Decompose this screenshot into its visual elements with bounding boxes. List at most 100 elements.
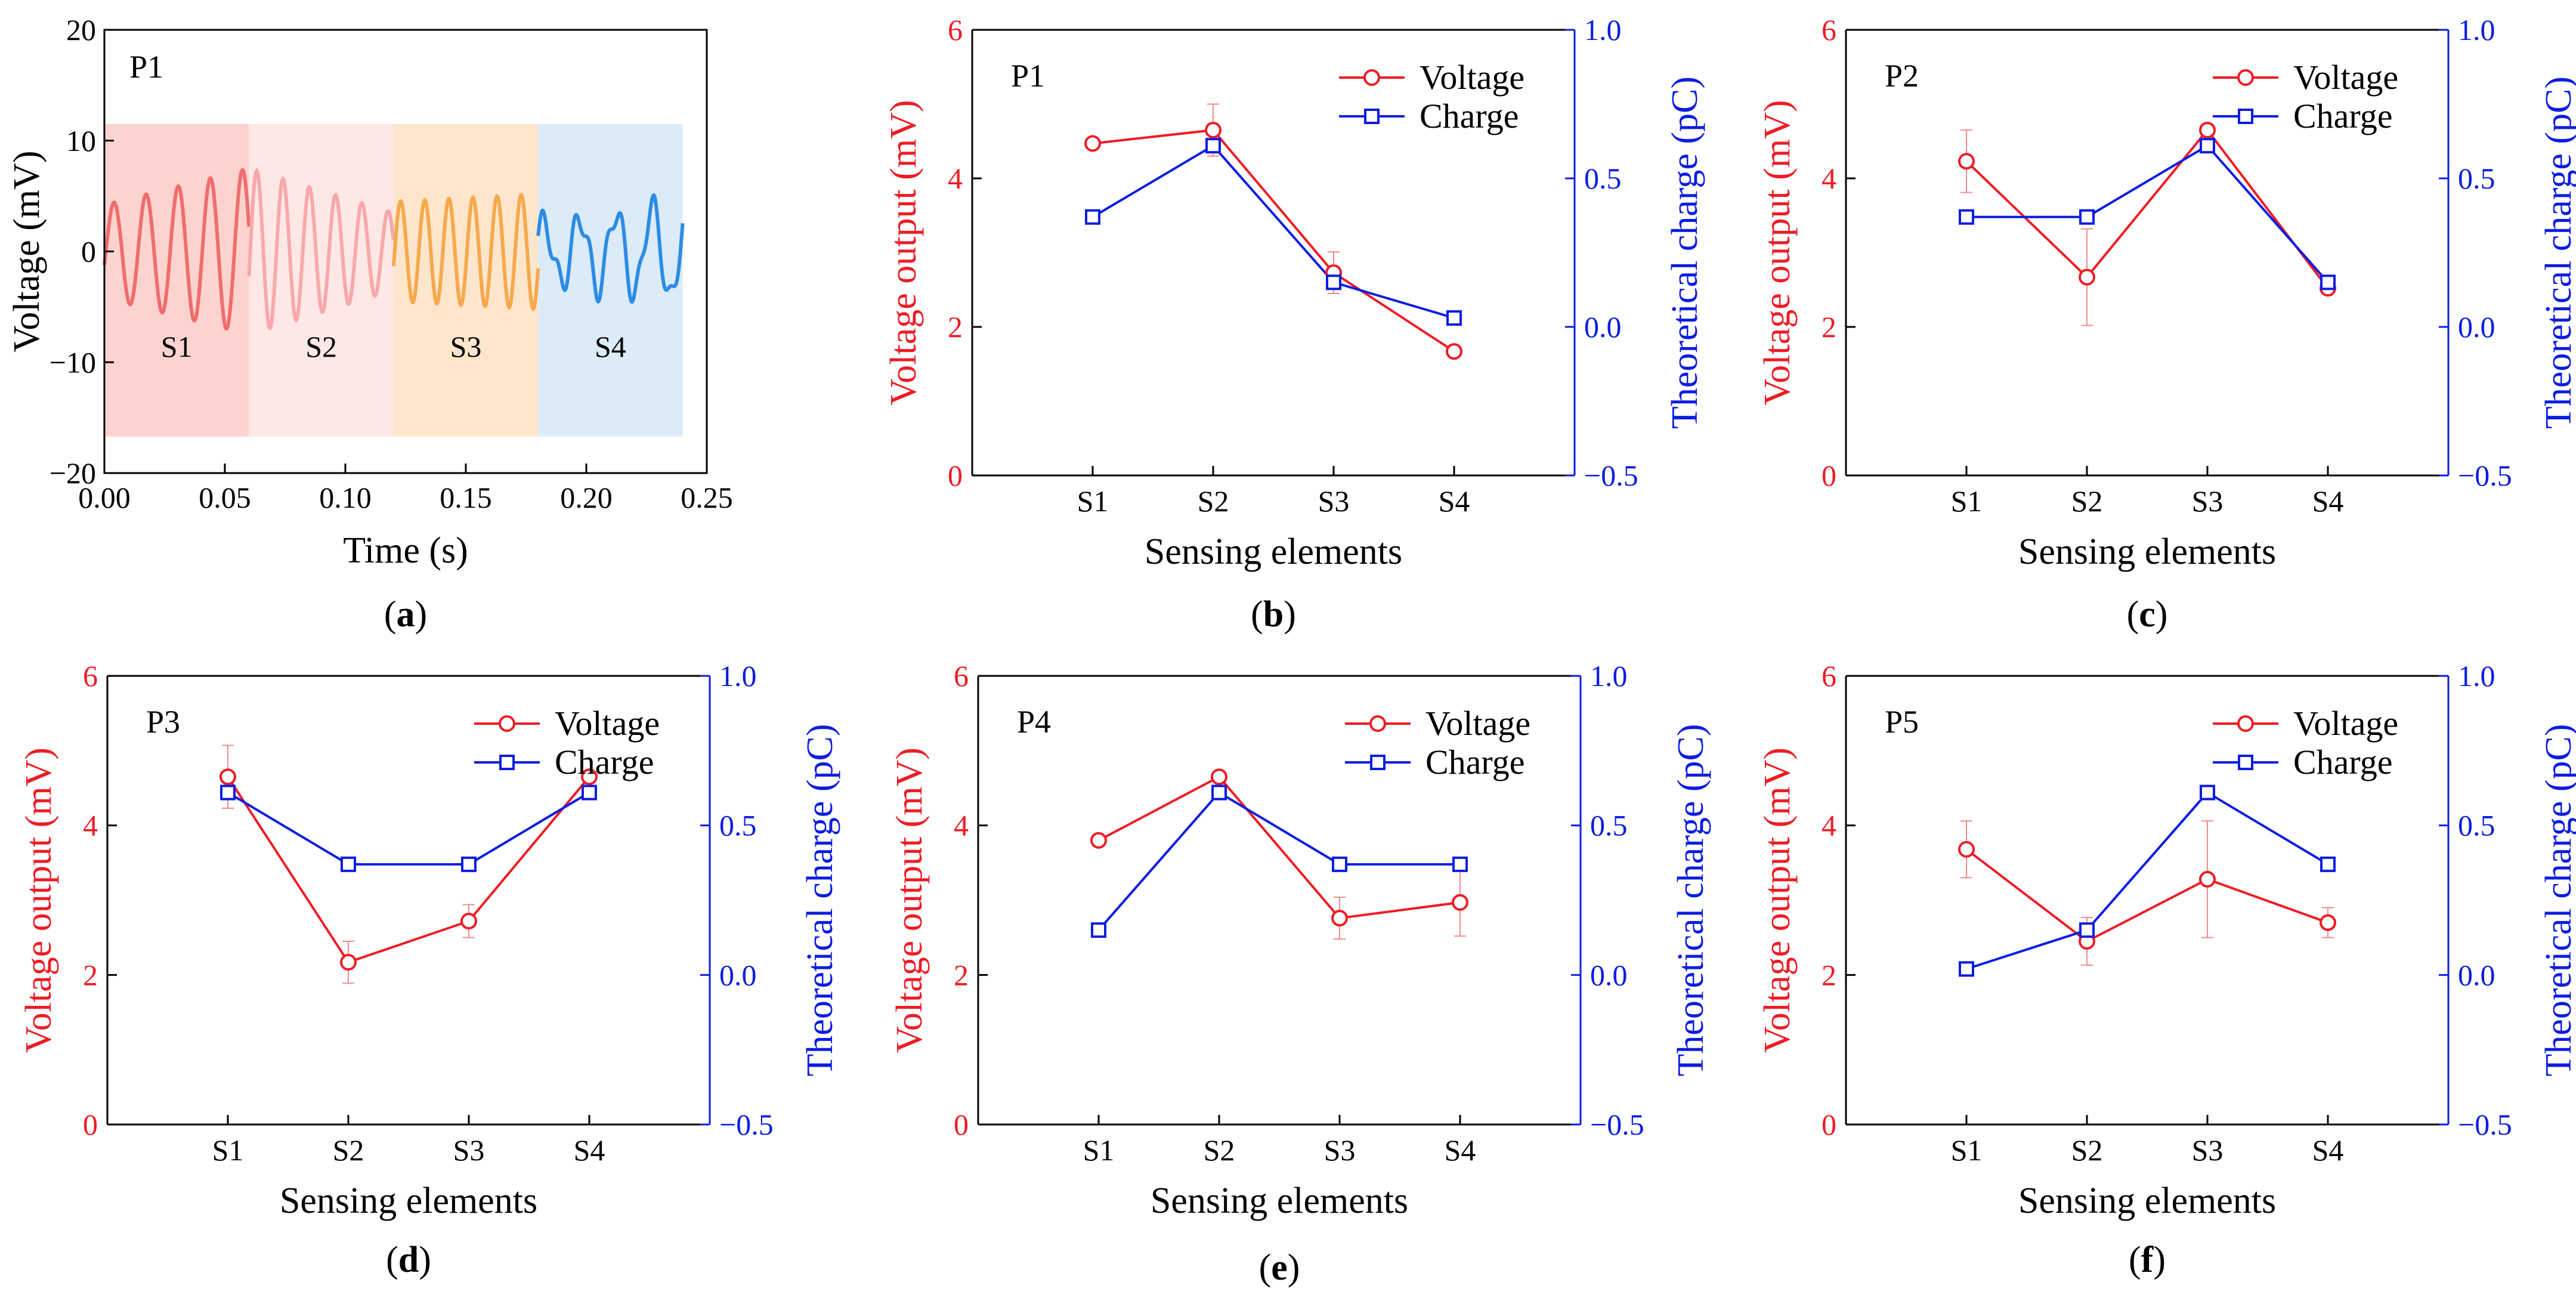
signal-line-s4 (536, 193, 685, 304)
y-axis-label: Voltage output (mV) (1757, 100, 1798, 405)
charge-point (341, 856, 356, 872)
panel-e: S1 S2 S3 S4 0 2 4 6 −0.5 0.0 0.5 1.0 P4 VoltageCharge… (889, 659, 1711, 1288)
y2-tick-label: −0.5 (2458, 459, 2512, 492)
segment-band-s1 (104, 123, 249, 437)
charge-line (1966, 144, 2329, 283)
x-tick-label: S1 (1951, 1133, 1983, 1167)
panel-title: P5 (1885, 704, 1919, 740)
y2-tick-label: 1.0 (1590, 659, 1628, 693)
panel-label: (e) (1259, 1247, 1300, 1288)
panel-label-letter: b (1263, 594, 1284, 635)
panel-label-letter: d (398, 1240, 419, 1280)
voltage-point (1958, 153, 1975, 170)
signal-line-s3 (391, 193, 540, 311)
x-tick-label: S1 (1077, 484, 1109, 518)
x-tick-label: S3 (1324, 1133, 1356, 1167)
signal-line-s2 (247, 168, 395, 330)
x-tick-label: S2 (1204, 1133, 1235, 1167)
x-tick-label: S3 (453, 1133, 485, 1167)
voltage-point (1205, 122, 1221, 139)
y-tick-label: 4 (954, 809, 969, 842)
panel-b: S1 S2 S3 S4 0 2 4 6 −0.5 0.0 0.5 1.0 P1 VoltageCharge… (883, 13, 1705, 635)
panel-label-close: ) (419, 1240, 431, 1280)
panel-label: (f) (2129, 1240, 2166, 1280)
voltage-line (1092, 128, 1455, 353)
x-axis-label: Sensing elements (1145, 532, 1402, 572)
panel-label-open: ( (1251, 594, 1263, 635)
y-tick-label: 2 (948, 310, 963, 344)
panel-title: P4 (1017, 704, 1051, 740)
y-tick-label: 6 (83, 659, 98, 693)
y-axis-label: Voltage output (mV) (18, 747, 59, 1053)
panel-label: (b) (1251, 594, 1296, 635)
voltage-point (1452, 894, 1468, 911)
panel-label: (c) (2127, 594, 2168, 635)
legend-charge-marker (499, 755, 515, 770)
x-tick-label: S2 (2071, 1133, 2103, 1167)
charge-line (227, 791, 590, 866)
voltage-line (1965, 128, 2329, 289)
y2-tick-label: 0.5 (1584, 162, 1622, 195)
charge-point (2200, 138, 2215, 154)
charge-point (2320, 274, 2336, 291)
y2-tick-label: 0.5 (2458, 809, 2495, 842)
y-tick-label: 6 (948, 13, 963, 47)
x-tick-label: S2 (2071, 484, 2103, 518)
charge-point (220, 784, 236, 801)
segment-band-s4 (538, 123, 683, 437)
charge-point (1959, 961, 1974, 977)
legend-charge-label: Charge (2293, 743, 2392, 781)
x-tick-label: S3 (2192, 484, 2224, 518)
legend-charge-marker (1364, 109, 1380, 124)
legend-charge-label: Charge (1425, 743, 1524, 781)
panel-label-open: ( (2127, 594, 2139, 635)
voltage-point (2199, 870, 2216, 888)
x-tick-label: S4 (1445, 1133, 1476, 1167)
y-tick-label: 0 (1822, 1108, 1836, 1141)
voltage-point (2079, 268, 2095, 286)
x-tick-label: S1 (1951, 484, 1983, 518)
legend-charge-label: Charge (555, 743, 654, 781)
y-axis-label: Voltage output (mV) (1757, 747, 1798, 1053)
y2-tick-label: 0.5 (1590, 809, 1628, 842)
voltage-point (2320, 914, 2336, 931)
y2-tick-label: 1.0 (719, 659, 757, 693)
segment-label-s4: S4 (595, 330, 626, 363)
y-axis-label: Voltage output (mV) (889, 747, 930, 1053)
x-axis-label: Sensing elements (1151, 1181, 1408, 1221)
legend-charge-marker (2238, 109, 2253, 124)
y-tick-label: 4 (1822, 162, 1836, 195)
y2-tick-label: 1.0 (2458, 13, 2495, 47)
y-tick-label: 6 (1822, 659, 1836, 693)
panel-title: P2 (1885, 58, 1919, 94)
x-tick-label: S3 (1318, 484, 1350, 518)
voltage-line (227, 776, 590, 964)
y2-tick-label: 1.0 (1584, 13, 1622, 47)
panel-title: P1 (1011, 58, 1045, 94)
segment-label-s3: S3 (450, 330, 482, 363)
panel-d: S1 S2 S3 S4 0 2 4 6 −0.5 0.0 0.5 1.0 P3 VoltageCharge… (18, 659, 840, 1280)
voltage-point (1090, 832, 1107, 849)
y2-tick-label: −0.5 (1590, 1108, 1644, 1141)
y2-tick-label: 1.0 (2458, 659, 2495, 693)
voltage-line (1965, 848, 2328, 943)
charge-point (1211, 784, 1227, 801)
legend-charge-label: Charge (1420, 97, 1519, 135)
panel-title: P3 (146, 704, 180, 740)
segment-label-s2: S2 (305, 330, 337, 363)
x-tick-label: S2 (333, 1133, 364, 1167)
charge-point (1091, 922, 1106, 938)
charge-line (1097, 790, 1460, 931)
panel-label: (d) (386, 1240, 431, 1280)
y-tick-label: 6 (954, 659, 969, 693)
legend-voltage-marker (2237, 715, 2254, 732)
charge-point (1446, 310, 1462, 326)
charge-point (1205, 138, 1221, 154)
x-tick-label: S4 (1439, 484, 1470, 518)
legend-voltage-label: Voltage (555, 704, 660, 743)
y2-tick-label: 0.0 (1590, 958, 1628, 991)
panel-label-letter: f (2141, 1240, 2154, 1280)
y2-tick-label: −0.5 (1584, 459, 1638, 492)
y-axis-label: Voltage output (mV) (883, 100, 924, 405)
